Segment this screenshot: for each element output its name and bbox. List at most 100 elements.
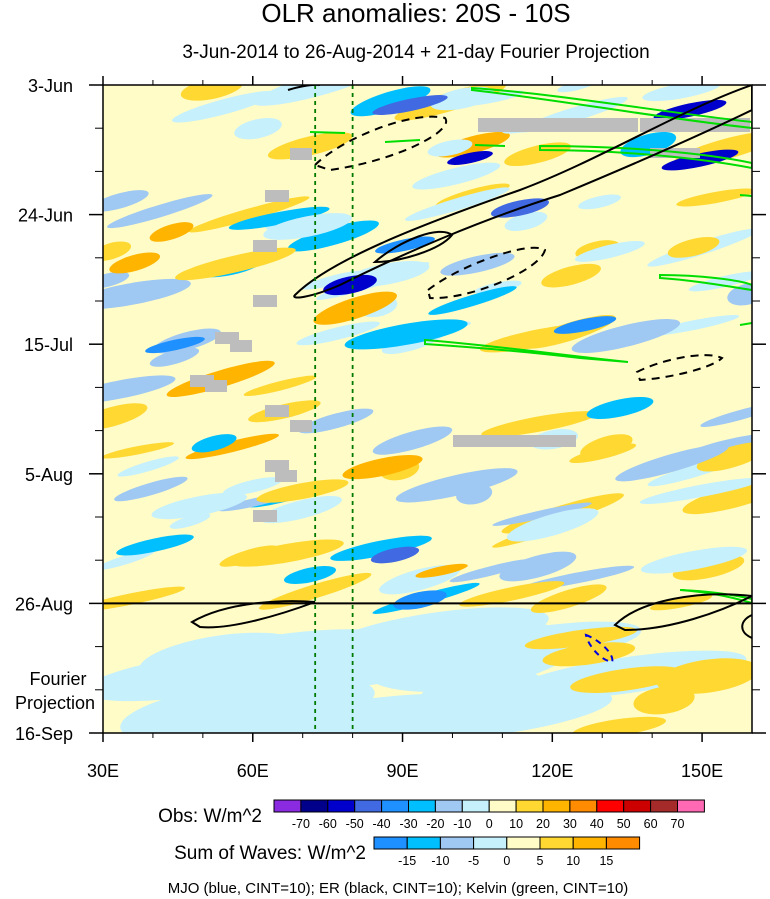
anomaly-blob bbox=[640, 546, 748, 574]
anomaly-blob bbox=[430, 86, 494, 111]
anomaly-blob bbox=[428, 286, 517, 315]
anomaly-blob bbox=[481, 411, 597, 437]
anomaly-blob bbox=[107, 194, 213, 229]
er-contour bbox=[613, 593, 752, 632]
projection-anomaly-blob bbox=[633, 686, 695, 715]
er-contour bbox=[190, 600, 316, 629]
anomaly-blob bbox=[180, 85, 244, 101]
obs-colorbar: Obs: W/m^2 -70 -60 -50 -40 -30 -20 -10 0 10 20 30 4… bbox=[158, 799, 705, 831]
anomaly-blob bbox=[492, 502, 592, 526]
anomaly-blob bbox=[449, 558, 535, 583]
anomaly-blob bbox=[415, 563, 468, 578]
anomaly-blob bbox=[395, 468, 518, 503]
anomaly-blob bbox=[169, 513, 211, 529]
anomaly-blob bbox=[344, 319, 468, 350]
anomaly-blob bbox=[696, 442, 752, 472]
anomaly-blob bbox=[149, 222, 194, 242]
colorbar-box bbox=[354, 799, 383, 813]
missing-data-cell bbox=[265, 460, 289, 472]
anomaly-blob bbox=[639, 477, 752, 504]
colorbar-tick-label: 70 bbox=[671, 817, 685, 831]
anomaly-blob bbox=[541, 263, 601, 288]
anomaly-blob bbox=[234, 118, 282, 140]
colorbar-box bbox=[650, 799, 678, 813]
er-negative-contour bbox=[635, 354, 724, 382]
colorbar-box bbox=[406, 836, 441, 850]
colorbar-box bbox=[623, 799, 652, 813]
strong-anomaly-blob bbox=[323, 274, 377, 296]
plot-area bbox=[103, 85, 752, 733]
anomaly-blob bbox=[103, 271, 130, 289]
anomaly-blob bbox=[620, 131, 677, 158]
colorbar-tick-label: 15 bbox=[599, 854, 613, 868]
anomaly-blob bbox=[506, 508, 599, 542]
er-contour bbox=[741, 614, 752, 639]
colorbar-tick-label: 10 bbox=[566, 854, 580, 868]
colorbar-box bbox=[488, 799, 517, 813]
waves-colorbar: Sum of Waves: W/m^2 -15 -10 -5 0 5 10 15 bbox=[174, 836, 641, 868]
anomaly-blob bbox=[103, 278, 191, 310]
anomaly-blob bbox=[263, 213, 352, 240]
anomaly-blob bbox=[474, 280, 522, 294]
anomaly-blob bbox=[103, 550, 155, 570]
anomaly-blob bbox=[103, 190, 149, 212]
strong-anomaly-blob bbox=[393, 590, 447, 610]
anomaly-blob bbox=[676, 188, 752, 207]
anomaly-blob bbox=[682, 477, 752, 515]
colorbar-box bbox=[596, 799, 625, 813]
colorbar-tick-label: -15 bbox=[398, 854, 416, 868]
anomaly-blob bbox=[504, 142, 572, 167]
anomaly-blob bbox=[231, 539, 344, 567]
missing-data-cell bbox=[253, 240, 277, 252]
strong-anomaly-blob bbox=[586, 397, 654, 419]
colorbar-tick-label: 50 bbox=[617, 817, 631, 831]
anomaly-blob bbox=[287, 220, 379, 252]
kelvin-contour bbox=[471, 86, 752, 130]
missing-data-cell bbox=[253, 295, 277, 307]
anomaly-blob bbox=[459, 581, 565, 607]
y-tick-label: 26-Aug bbox=[15, 594, 73, 614]
y-tick-label: 5-Aug bbox=[25, 465, 73, 485]
anomaly-blob bbox=[109, 252, 161, 274]
anomaly-blob bbox=[185, 433, 279, 460]
x-tick-label: 30E bbox=[87, 761, 119, 781]
colorbar-tick-label: 60 bbox=[644, 817, 658, 831]
er-negative-contour bbox=[426, 246, 547, 300]
colorbar-tick-label: 10 bbox=[509, 817, 523, 831]
strong-anomaly-blob bbox=[370, 546, 420, 564]
colorbar-tick-label: 0 bbox=[503, 854, 510, 868]
anomaly-blob bbox=[103, 442, 175, 459]
colorbar-box bbox=[515, 799, 544, 813]
axes: 30E 60E 90E 120E 150E 3-Jun 24-Jun 15-Jul 5-Aug… bbox=[15, 76, 766, 781]
colorbar-box bbox=[506, 836, 541, 850]
er-negative-contour bbox=[313, 115, 448, 172]
kelvin-contour bbox=[309, 131, 346, 134]
anomaly-blob bbox=[228, 206, 330, 230]
projection-anomaly-blob bbox=[326, 607, 549, 660]
anomaly-blob bbox=[330, 535, 432, 561]
projection-anomaly-blob bbox=[138, 632, 306, 685]
anomaly-blob bbox=[667, 237, 720, 258]
x-tick-label: 60E bbox=[237, 761, 269, 781]
legend-caption: MJO (blue, CINT=10); ER (black, CINT=10)… bbox=[168, 880, 629, 897]
mjo-contour bbox=[584, 633, 614, 664]
strong-anomaly-blob bbox=[116, 534, 194, 556]
colorbar-tick-label: 0 bbox=[486, 817, 493, 831]
anomaly-blob bbox=[117, 456, 179, 477]
kelvin-contour bbox=[539, 144, 752, 170]
anomaly-blob bbox=[172, 90, 277, 123]
strong-anomaly-blob bbox=[447, 151, 493, 165]
strong-anomaly-blob bbox=[553, 316, 617, 334]
projection-anomaly-blob bbox=[542, 642, 636, 667]
anomaly-blob bbox=[103, 586, 186, 612]
anomaly-blob bbox=[313, 291, 397, 325]
colorbar-box bbox=[572, 836, 607, 850]
colorbar-tick-label: -50 bbox=[346, 817, 364, 831]
colorbar-box bbox=[439, 836, 475, 850]
anomaly-blob bbox=[499, 551, 577, 582]
chart-title: OLR anomalies: 20S - 10S bbox=[261, 0, 570, 28]
kelvin-contour bbox=[739, 322, 752, 326]
colorbar-tick-label: 20 bbox=[536, 817, 550, 831]
anomaly-blob bbox=[504, 211, 548, 232]
er-contour bbox=[372, 230, 454, 264]
